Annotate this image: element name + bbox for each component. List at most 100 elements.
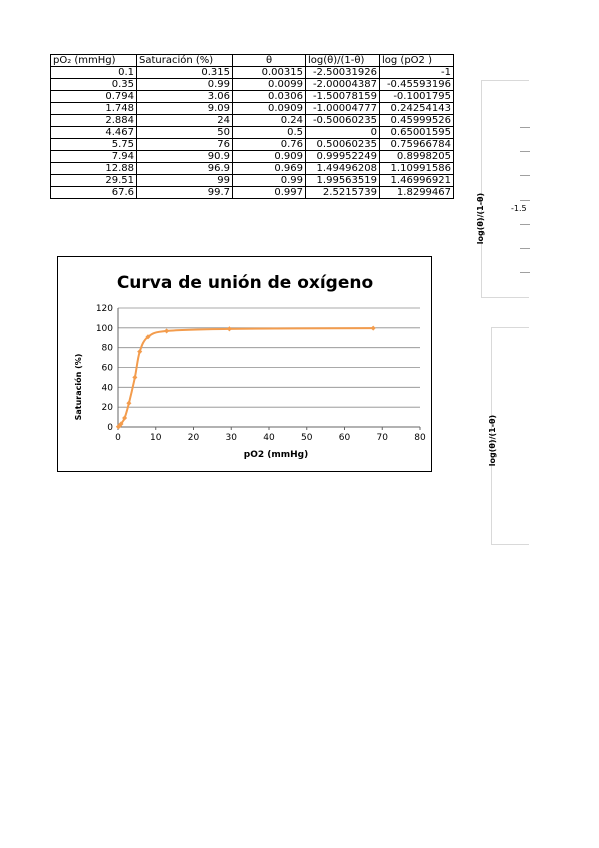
cell-po2: 0.1: [50, 66, 137, 79]
table-row: 0.1 0.315 0.00315 -2.50031926 -1: [50, 66, 454, 79]
x-tick-label: 70: [377, 433, 389, 443]
cell-theta: 0.969: [232, 162, 306, 175]
table-row: 1.748 9.09 0.0909 -1.00004777 0.24254143: [50, 102, 454, 115]
chart-svg: Curva de unión de oxígeno pO2 (mmHg) Sat…: [73, 273, 426, 460]
side-chart-top: log(θ)/(1-θ) -1.5: [476, 80, 530, 298]
chart-xlabel: pO2 (mmHg): [244, 450, 308, 460]
cell-log-po2: 0.45999526: [379, 114, 454, 127]
cell-po2: 0.35: [50, 78, 137, 91]
side-top-tick: [520, 248, 530, 249]
cell-log-po2: 0.24254143: [379, 102, 454, 115]
cell-log-po2: -0.45593196: [379, 78, 454, 91]
cell-log-theta: -0.50060235: [305, 114, 380, 127]
side-bottom-ylabel: log(θ)/(1-θ): [488, 414, 498, 467]
table-header-row: pO₂ (mmHg) Saturación (%) θ log(θ)/(1-θ)…: [50, 54, 454, 67]
data-point: [226, 326, 232, 332]
table-row: 0.794 3.06 0.0306 -1.50078159 -0.1001795: [50, 90, 454, 103]
cell-saturation: 9.09: [136, 102, 233, 115]
x-tick-label: 40: [263, 433, 275, 443]
cell-saturation: 0.315: [136, 66, 233, 79]
side-top-tick: [520, 224, 530, 225]
side-top-tick: [520, 151, 530, 152]
cell-log-theta: 2.5215739: [305, 186, 380, 199]
cell-log-theta: -1.50078159: [305, 90, 380, 103]
header-po2: pO₂ (mmHg): [50, 54, 137, 67]
oxygen-binding-chart: Curva de unión de oxígeno pO2 (mmHg) Sat…: [57, 256, 432, 472]
side-top-tick: [520, 175, 530, 176]
x-tick-label: 30: [226, 433, 238, 443]
y-tick-label: 60: [102, 364, 114, 374]
x-tick-label: 50: [301, 433, 313, 443]
header-saturation: Saturación (%): [136, 54, 233, 67]
chart-title: Curva de unión de oxígeno: [117, 273, 373, 293]
x-tick-label: 20: [188, 433, 200, 443]
table-body: 0.1 0.315 0.00315 -2.50031926 -1 0.35 0.99 0.00…: [50, 66, 454, 199]
cell-po2: 0.794: [50, 90, 137, 103]
cell-saturation: 3.06: [136, 90, 233, 103]
header-log-theta: log(θ)/(1-θ): [305, 54, 380, 67]
chart-grid: [118, 307, 420, 428]
side-top-ticklabel: -1.5: [511, 204, 527, 213]
cell-po2: 2.884: [50, 114, 137, 127]
cell-log-theta: 0.99952249: [305, 150, 380, 163]
x-tick-label: 0: [115, 433, 121, 443]
side-top-tick: [520, 272, 530, 273]
cell-saturation: 0.99: [136, 78, 233, 91]
cell-log-po2: -1: [379, 66, 454, 79]
table-row: 5.75 76 0.76 0.50060235 0.75966784: [50, 138, 454, 151]
cell-saturation: 24: [136, 114, 233, 127]
data-table: pO₂ (mmHg) Saturación (%) θ log(θ)/(1-θ)…: [50, 54, 454, 199]
data-point: [370, 325, 376, 331]
table-row: 67.6 99.7 0.997 2.5215739 1.8299467: [50, 186, 454, 199]
chart-series: [115, 325, 376, 430]
cell-po2: 12.88: [50, 162, 137, 175]
cell-log-theta: -1.00004777: [305, 102, 380, 115]
cell-log-po2: 0.8998205: [379, 150, 454, 163]
cell-saturation: 99: [136, 174, 233, 187]
x-tick-label: 80: [414, 433, 426, 443]
x-tick-label: 60: [339, 433, 351, 443]
cell-theta: 0.00315: [232, 66, 306, 79]
chart-ticks: 0 20 40 60 80 100 120 0 10 20 30 40 50 60 70 80: [96, 304, 426, 443]
data-point: [132, 374, 138, 380]
cell-log-po2: 0.65001595: [379, 126, 454, 139]
cell-log-theta: -2.00004387: [305, 78, 380, 91]
cell-saturation: 50: [136, 126, 233, 139]
cell-theta: 0.0099: [232, 78, 306, 91]
table-row: 12.88 96.9 0.969 1.49496208 1.10991586: [50, 162, 454, 175]
table-row: 7.94 90.9 0.909 0.99952249 0.8998205: [50, 150, 454, 163]
cell-theta: 0.5: [232, 126, 306, 139]
header-theta: θ: [232, 54, 306, 67]
data-point: [118, 421, 124, 427]
x-tick-label: 10: [150, 433, 162, 443]
cell-saturation: 99.7: [136, 186, 233, 199]
y-tick-label: 80: [102, 344, 114, 354]
table-row: 2.884 24 0.24 -0.50060235 0.45999526: [50, 114, 454, 127]
cell-saturation: 90.9: [136, 150, 233, 163]
cell-theta: 0.909: [232, 150, 306, 163]
cell-log-theta: 0.50060235: [305, 138, 380, 151]
side-top-tick: [520, 200, 530, 201]
cell-po2: 5.75: [50, 138, 137, 151]
cell-theta: 0.76: [232, 138, 306, 151]
series-line: [117, 327, 374, 428]
cell-log-po2: -0.1001795: [379, 90, 454, 103]
cell-theta: 0.0306: [232, 90, 306, 103]
cell-theta: 0.997: [232, 186, 306, 199]
y-tick-label: 40: [102, 383, 114, 393]
cell-log-theta: 0: [305, 126, 380, 139]
y-tick-label: 20: [102, 403, 114, 413]
cell-theta: 0.99: [232, 174, 306, 187]
data-point: [145, 334, 151, 340]
cell-log-po2: 0.75966784: [379, 138, 454, 151]
header-log-po2: log (pO2 ): [379, 54, 454, 67]
side-top-ylabel: log(θ)/(1-θ): [476, 192, 486, 245]
cell-log-theta: 1.49496208: [305, 162, 380, 175]
y-tick-label: 120: [96, 304, 113, 314]
chart-ylabel: Saturación (%): [73, 354, 83, 421]
cell-log-theta: 1.99563519: [305, 174, 380, 187]
side-chart-bottom: log(θ)/(1-θ): [488, 327, 529, 545]
cell-po2: 29.51: [50, 174, 137, 187]
cell-log-po2: 1.10991586: [379, 162, 454, 175]
y-tick-label: 100: [96, 324, 113, 334]
